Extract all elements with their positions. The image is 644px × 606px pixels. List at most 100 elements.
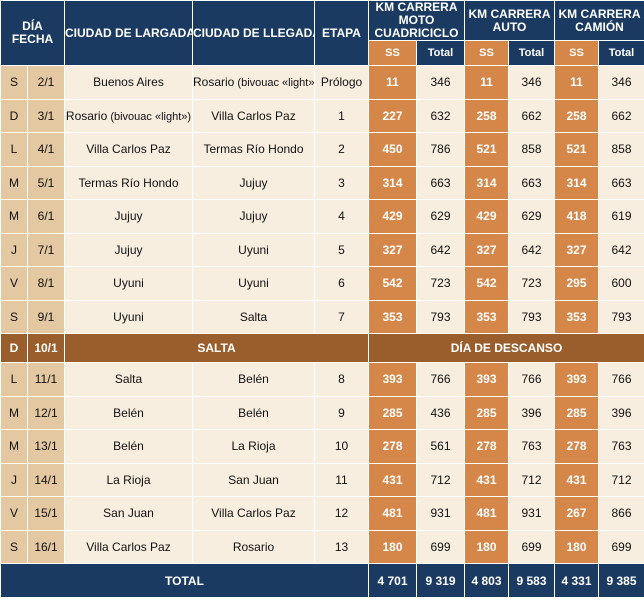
row-etapa: 1 xyxy=(314,98,369,133)
row-camion-ss: 11 xyxy=(554,65,599,100)
row-llegada-text: Belén xyxy=(238,405,269,420)
table-row: M 6/1 Jujuy Jujuy 4 429 629 429 629 418 619 xyxy=(0,199,644,234)
row-moto-total: 723 xyxy=(416,266,465,301)
row-camion-ss: 295 xyxy=(554,266,599,301)
row-moto-total: 561 xyxy=(416,429,465,464)
row-moto-ss: 450 xyxy=(368,132,417,167)
row-fecha: 15/1 xyxy=(27,496,65,531)
row-fecha: 16/1 xyxy=(27,529,65,564)
row-dia: J xyxy=(0,462,28,497)
row-moto-ss: 327 xyxy=(368,232,417,267)
row-auto-total: 723 xyxy=(508,266,555,301)
row-moto-ss: 542 xyxy=(368,266,417,301)
row-largada-text: Belén xyxy=(113,439,144,454)
row-camion-total: 858 xyxy=(598,132,644,167)
row-etapa: 7 xyxy=(314,299,369,334)
row-etapa: 5 xyxy=(314,232,369,267)
row-moto-total: 629 xyxy=(416,199,465,234)
row-moto-total: 346 xyxy=(416,65,465,100)
row-moto-ss: 227 xyxy=(368,98,417,133)
row-camion-ss: 353 xyxy=(554,299,599,334)
row-largada: Villa Carlos Paz xyxy=(64,529,193,564)
row-etapa: 11 xyxy=(314,462,369,497)
row-auto-ss: 258 xyxy=(464,98,509,133)
row-dia: M xyxy=(0,395,28,430)
row-camion-ss: 267 xyxy=(554,496,599,531)
row-camion-total: 600 xyxy=(598,266,644,301)
row-largada: Belén xyxy=(64,395,193,430)
row-llegada: Termas Río Hondo xyxy=(192,132,315,167)
rest-city: SALTA xyxy=(64,333,369,363)
row-auto-total: 346 xyxy=(508,65,555,100)
row-etapa: 6 xyxy=(314,266,369,301)
row-fecha: 4/1 xyxy=(27,132,65,167)
row-llegada: Rosario (bivouac «light») xyxy=(192,65,315,100)
row-camion-ss: 180 xyxy=(554,529,599,564)
row-fecha: 2/1 xyxy=(27,65,65,100)
row-camion-total: 763 xyxy=(598,429,644,464)
row-camion-ss: 327 xyxy=(554,232,599,267)
row-fecha: 12/1 xyxy=(27,395,65,430)
row-largada-text: Rosario xyxy=(65,108,108,123)
row-fecha: 7/1 xyxy=(27,232,65,267)
row-auto-ss: 393 xyxy=(464,362,509,397)
row-largada: Buenos Aires xyxy=(64,65,193,100)
totals-moto-total: 9 319 xyxy=(416,563,465,598)
row-camion-total: 346 xyxy=(598,65,644,100)
row-llegada: Rosario xyxy=(192,529,315,564)
row-llegada-text: Salta xyxy=(239,309,268,324)
row-camion-ss: 258 xyxy=(554,98,599,133)
row-moto-ss: 393 xyxy=(368,362,417,397)
row-auto-total: 712 xyxy=(508,462,555,497)
header-camion-total: Total xyxy=(598,40,644,66)
header-km-camion: KM CARRERA CAMIÓN xyxy=(554,0,644,41)
row-fecha: 11/1 xyxy=(27,362,65,397)
row-auto-ss: 431 xyxy=(464,462,509,497)
table-row: S 2/1 Buenos Aires Rosario (bivouac «light»… xyxy=(0,65,644,100)
row-moto-total: 931 xyxy=(416,496,465,531)
row-auto-total: 642 xyxy=(508,232,555,267)
row-largada-text: La Rioja xyxy=(106,472,151,487)
row-llegada-text: Rosario xyxy=(232,539,275,554)
row-llegada-text: Jujuy xyxy=(239,209,268,224)
row-camion-total: 699 xyxy=(598,529,644,564)
row-llegada: San Juan xyxy=(192,462,315,497)
row-largada-text: San Juan xyxy=(103,506,154,521)
row-llegada-text: La Rioja xyxy=(231,439,276,454)
row-dia: J xyxy=(0,232,28,267)
row-auto-total: 396 xyxy=(508,395,555,430)
row-fecha: 3/1 xyxy=(27,98,65,133)
table-row: L 11/1 Salta Belén 8 393 766 393 766 393 766 xyxy=(0,362,644,397)
row-auto-ss: 278 xyxy=(464,429,509,464)
row-llegada: Uyuni xyxy=(192,266,315,301)
row-largada-text: Villa Carlos Paz xyxy=(86,142,171,157)
row-camion-total: 766 xyxy=(598,362,644,397)
row-moto-ss: 314 xyxy=(368,165,417,200)
table-row: M 13/1 Belén La Rioja 10 278 561 278 763 278 763 xyxy=(0,429,644,464)
row-llegada: Salta xyxy=(192,299,315,334)
row-largada: Uyuni xyxy=(64,299,193,334)
header-auto-total: Total xyxy=(508,40,555,66)
totals-auto-ss: 4 803 xyxy=(464,563,509,598)
row-auto-ss: 314 xyxy=(464,165,509,200)
row-largada: Jujuy xyxy=(64,232,193,267)
row-etapa: 13 xyxy=(314,529,369,564)
row-dia: M xyxy=(0,429,28,464)
row-auto-ss: 285 xyxy=(464,395,509,430)
row-largada-text: Belén xyxy=(113,405,144,420)
row-moto-total: 793 xyxy=(416,299,465,334)
header-moto-ss: SS xyxy=(368,40,417,66)
row-largada-text: Jujuy xyxy=(114,242,143,257)
row-moto-total: 766 xyxy=(416,362,465,397)
row-etapa: 12 xyxy=(314,496,369,531)
row-dia: M xyxy=(0,165,28,200)
row-largada-text: Uyuni xyxy=(113,276,144,291)
row-auto-total: 763 xyxy=(508,429,555,464)
header-auto-ss: SS xyxy=(464,40,509,66)
row-largada: Rosario (bivouac «light») xyxy=(64,98,193,133)
table-row: M 5/1 Termas Río Hondo Jujuy 3 314 663 314 663 31… xyxy=(0,165,644,200)
row-moto-ss: 353 xyxy=(368,299,417,334)
row-camion-total: 866 xyxy=(598,496,644,531)
header-km-auto: KM CARRERA AUTO xyxy=(464,0,555,41)
